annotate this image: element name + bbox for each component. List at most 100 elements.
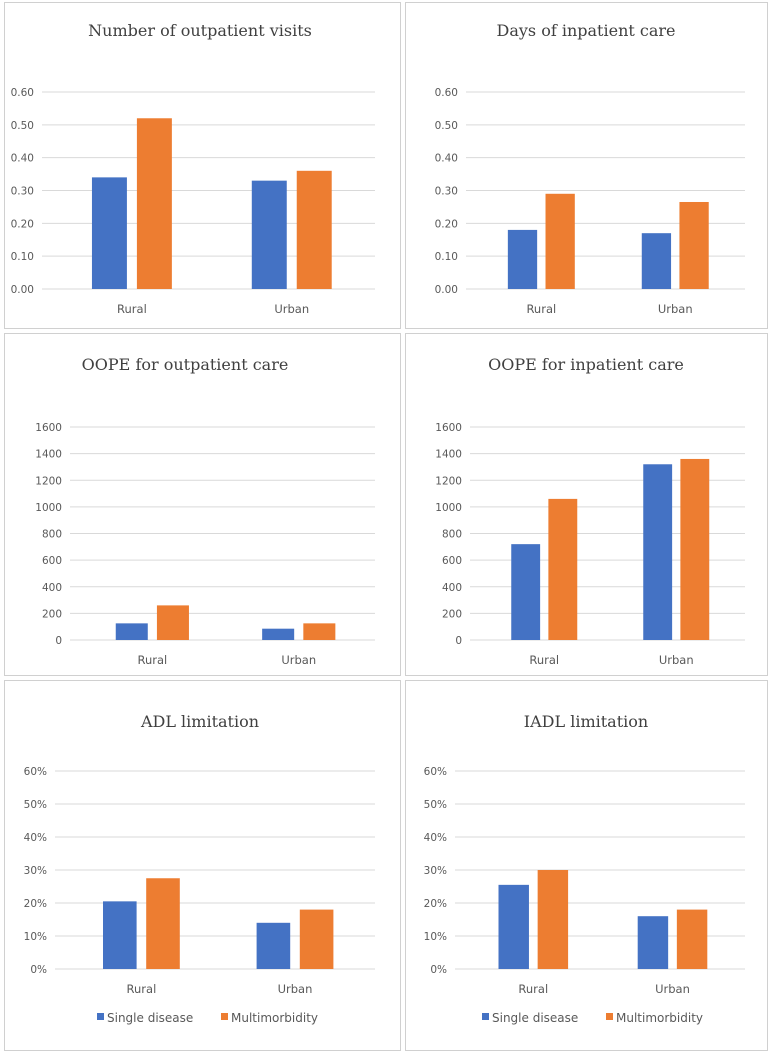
bar-single-disease	[91, 177, 127, 289]
y-tick-label: 0.30	[435, 186, 458, 198]
x-category-label: Urban	[658, 302, 693, 316]
bar-single-disease	[641, 233, 672, 289]
y-tick-label: 1000	[435, 502, 462, 514]
y-tick-label: 30%	[24, 865, 47, 877]
y-tick-label: 1600	[35, 422, 62, 434]
x-category-label: Urban	[281, 653, 316, 667]
panel-border	[405, 2, 768, 329]
y-tick-label: 0.60	[11, 87, 34, 99]
chart-title: Days of inpatient care	[497, 21, 676, 40]
legend-label: Multimorbidity	[616, 1011, 703, 1025]
x-category-label: Rural	[529, 653, 559, 667]
bar-multimorbidity	[136, 118, 172, 290]
y-tick-label: 0.00	[435, 284, 458, 296]
y-tick-label: 0.40	[435, 153, 458, 165]
bar-multimorbidity	[299, 909, 334, 969]
legend-label: Multimorbidity	[231, 1011, 318, 1025]
y-tick-label: 200	[42, 608, 62, 620]
x-category-label: Urban	[274, 302, 309, 316]
x-category-label: Urban	[278, 982, 313, 996]
chart-title: OOPE for inpatient care	[488, 355, 684, 374]
y-tick-label: 1000	[35, 502, 62, 514]
legend-label: Single disease	[107, 1011, 193, 1025]
y-tick-label: 0	[455, 635, 462, 647]
bar-single-disease	[507, 229, 538, 289]
y-tick-label: 10%	[424, 931, 447, 943]
y-tick-label: 1200	[35, 475, 62, 487]
bar-single-disease	[637, 916, 669, 969]
x-category-label: Urban	[659, 653, 694, 667]
legend-swatch-single	[482, 1013, 489, 1020]
legend-label: Single disease	[492, 1011, 578, 1025]
bar-multimorbidity	[680, 458, 710, 640]
y-tick-label: 1400	[35, 449, 62, 461]
x-category-label: Rural	[137, 653, 167, 667]
chart-panel: ADL limitation 0% 10% 20% 30% 40% 50% 60% Rural U…	[4, 680, 401, 1051]
bar-multimorbidity	[676, 909, 708, 969]
x-category-label: Rural	[526, 302, 556, 316]
bar-multimorbidity	[545, 193, 575, 289]
y-tick-label: 10%	[24, 931, 47, 943]
y-tick-label: 20%	[24, 898, 47, 910]
y-tick-label: 40%	[24, 832, 47, 844]
y-tick-label: 600	[442, 555, 462, 567]
panel-border	[4, 333, 401, 676]
y-tick-label: 0%	[430, 964, 447, 976]
y-tick-label: 60%	[24, 766, 47, 778]
x-category-label: Rural	[117, 302, 147, 316]
y-tick-label: 800	[42, 529, 62, 541]
bar-multimorbidity	[548, 498, 578, 640]
y-tick-label: 1400	[435, 449, 462, 461]
bar-single-disease	[511, 544, 541, 640]
y-tick-label: 0.50	[435, 120, 458, 132]
chart-panel: Days of inpatient care 0.00 0.10 0.20 0.30 0.…	[405, 2, 768, 329]
bar-single-disease	[643, 464, 673, 640]
panel-border	[4, 2, 401, 329]
y-tick-label: 50%	[424, 799, 447, 811]
y-tick-label: 800	[442, 529, 462, 541]
y-tick-label: 1600	[435, 422, 462, 434]
bar-multimorbidity	[679, 201, 709, 289]
panel-border	[4, 680, 401, 1051]
bar-single-disease	[262, 628, 295, 640]
chart-title: IADL limitation	[524, 712, 648, 731]
legend-swatch-single	[97, 1013, 104, 1020]
y-tick-label: 60%	[424, 766, 447, 778]
y-tick-label: 400	[442, 582, 462, 594]
bar-multimorbidity	[303, 623, 336, 640]
y-tick-label: 20%	[424, 898, 447, 910]
y-tick-label: 200	[442, 608, 462, 620]
y-tick-label: 0.10	[11, 251, 34, 263]
bar-single-disease	[103, 901, 137, 969]
chart-title: Number of outpatient visits	[88, 21, 312, 40]
y-tick-label: 0.20	[435, 218, 458, 230]
y-tick-label: 0.40	[11, 153, 34, 165]
y-tick-label: 0%	[30, 964, 47, 976]
y-tick-label: 50%	[24, 799, 47, 811]
chart-panel: IADL limitation 0% 10% 20% 30% 40% 50% 60% Rural…	[405, 680, 768, 1051]
bar-multimorbidity	[146, 878, 180, 969]
y-tick-label: 0.10	[435, 251, 458, 263]
y-tick-label: 0.30	[11, 186, 34, 198]
bar-single-disease	[256, 922, 291, 969]
bar-single-disease	[498, 884, 529, 969]
bar-multimorbidity	[156, 605, 189, 640]
y-tick-label: 30%	[424, 865, 447, 877]
panel-border	[405, 680, 768, 1051]
bar-single-disease	[115, 623, 148, 640]
y-tick-label: 0.20	[11, 218, 34, 230]
y-tick-label: 600	[42, 555, 62, 567]
chart-panel: OOPE for outpatient care 0 200 400 600 800 100…	[4, 333, 401, 676]
legend-swatch-multi	[606, 1013, 613, 1020]
y-tick-label: 400	[42, 582, 62, 594]
legend-swatch-multi	[221, 1013, 228, 1020]
x-category-label: Urban	[655, 982, 690, 996]
bar-multimorbidity	[537, 870, 569, 969]
chart-panel: Number of outpatient visits 0.00 0.10 0.20 0…	[4, 2, 401, 329]
y-tick-label: 0.50	[11, 120, 34, 132]
chart-panel: OOPE for inpatient care 0 200 400 600 800 1000…	[405, 333, 768, 676]
chart-title: ADL limitation	[140, 712, 259, 731]
bar-multimorbidity	[296, 170, 332, 289]
y-tick-label: 40%	[424, 832, 447, 844]
